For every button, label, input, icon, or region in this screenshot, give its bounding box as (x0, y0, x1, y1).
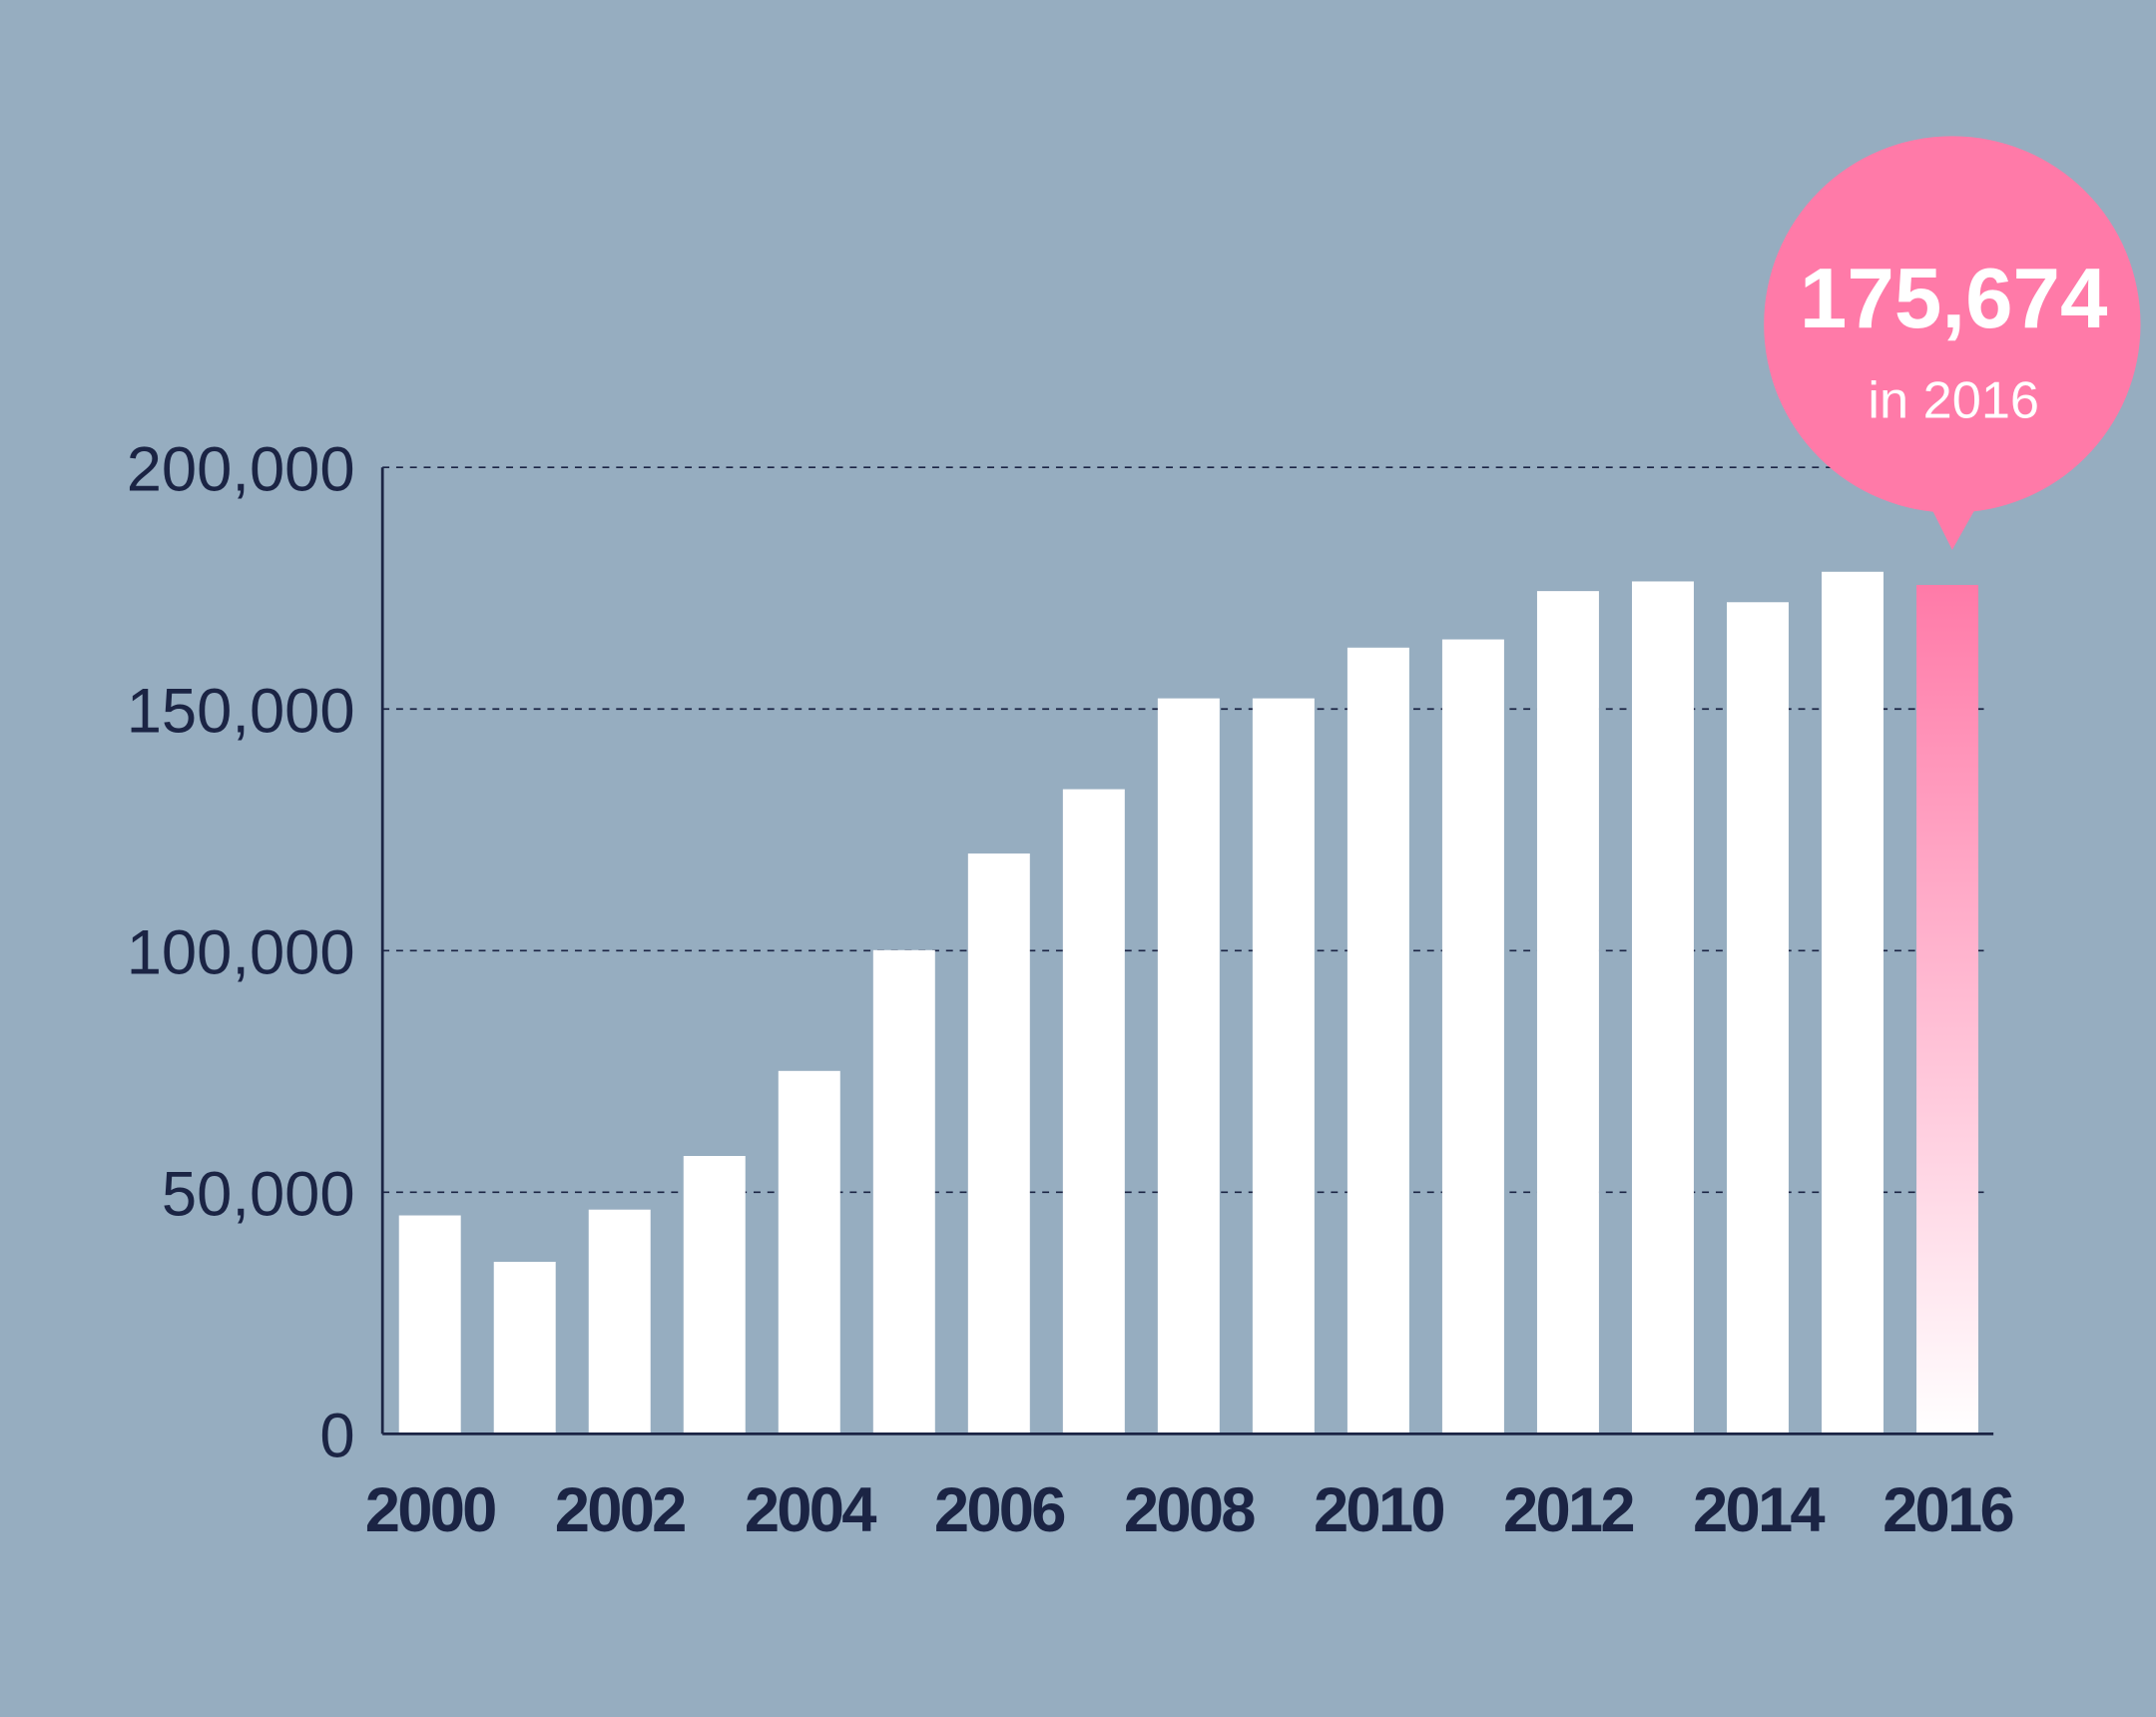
y-tick-labels: 0 50,000 100,000 150,000 200,000 (127, 435, 355, 1471)
y-tick-label: 0 (319, 1402, 354, 1471)
y-tick-label: 150,000 (127, 677, 355, 747)
x-tick-label: 2002 (555, 1475, 685, 1545)
y-tick-label: 200,000 (127, 435, 355, 505)
callout-label: in 2016 (1868, 372, 2039, 430)
x-tick-label: 2004 (745, 1475, 876, 1545)
x-tick-label: 2006 (934, 1475, 1064, 1545)
x-tick-label: 2000 (365, 1475, 495, 1545)
y-tick-label: 100,000 (127, 918, 355, 988)
bar (493, 1261, 556, 1434)
callout-pointer (1929, 505, 1977, 550)
bar (1347, 647, 1409, 1434)
bar (1536, 591, 1599, 1434)
x-tick-label: 2010 (1314, 1475, 1443, 1545)
x-tick-labels: 2000 2002 2004 2006 2008 2010 2012 2014 2016 (365, 1475, 2015, 1545)
callout-value: 175,674 (1800, 252, 2108, 346)
bar (398, 1215, 461, 1434)
bar (1822, 571, 1884, 1434)
bar (1441, 639, 1504, 1434)
bar (588, 1209, 651, 1434)
bar (1631, 581, 1694, 1434)
callout-bubble: 175,674 in 2016 (1764, 136, 2141, 550)
bar (1157, 698, 1220, 1434)
bar (872, 949, 935, 1434)
x-tick-label: 2014 (1693, 1475, 1825, 1545)
y-tick-label: 50,000 (162, 1160, 355, 1230)
x-tick-label: 2008 (1124, 1475, 1255, 1545)
bar (967, 853, 1030, 1434)
x-tick-label: 2016 (1883, 1475, 2012, 1545)
bar-highlight (1916, 584, 1979, 1434)
callout-circle (1764, 136, 2141, 513)
x-tick-label: 2012 (1503, 1475, 1633, 1545)
bar (778, 1070, 840, 1434)
bar (1726, 602, 1789, 1434)
bar (1252, 698, 1315, 1434)
bar (683, 1155, 746, 1434)
bar (1062, 789, 1125, 1434)
bars (398, 571, 1979, 1434)
